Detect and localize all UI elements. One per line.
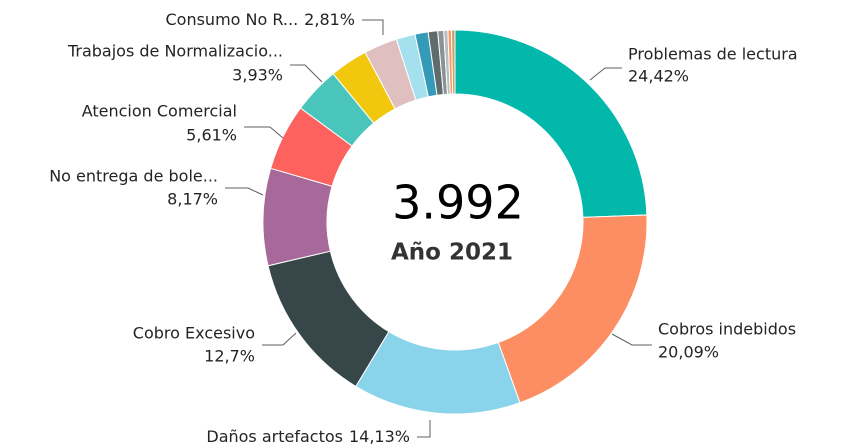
center-value: 3.992 [392, 176, 524, 230]
value-label: 5,61% [186, 126, 237, 145]
leader-line [290, 64, 323, 83]
category-label: Trabajos de Normalizacio... [67, 42, 283, 61]
category-label: Cobro Excesivo [133, 324, 255, 343]
donut-slice [454, 29, 648, 218]
category-label: No entrega de bole... [49, 167, 218, 186]
value-label: 2,81% [304, 10, 355, 29]
category-label: Problemas de lectura [628, 45, 798, 64]
value-label: 8,17% [167, 190, 218, 209]
leader-line [611, 333, 652, 346]
center-caption: Año 2021 [391, 240, 513, 266]
category-label: Atencion Comercial [82, 102, 237, 121]
donut-slice [497, 214, 648, 404]
value-label: 20,09% [658, 343, 719, 362]
value-label: 24,42% [628, 67, 689, 86]
donut-slice [450, 29, 456, 95]
category-label: Daños artefactos [206, 427, 343, 446]
leader-line [262, 332, 297, 346]
data-label: Daños artefactos 14,13% [206, 427, 410, 446]
category-label: Cobros indebidos [658, 320, 796, 339]
data-label: Consumo No R... 2,81% [165, 10, 355, 29]
leader-line [225, 187, 264, 196]
leader-line [589, 67, 622, 81]
leader-line [244, 126, 284, 139]
category-label: Consumo No R... [165, 10, 298, 29]
value-label: 12,7% [204, 347, 255, 366]
leader-line [417, 420, 431, 438]
leader-line [362, 19, 384, 35]
value-label: 3,93% [232, 66, 283, 85]
value-label: 14,13% [349, 427, 410, 446]
